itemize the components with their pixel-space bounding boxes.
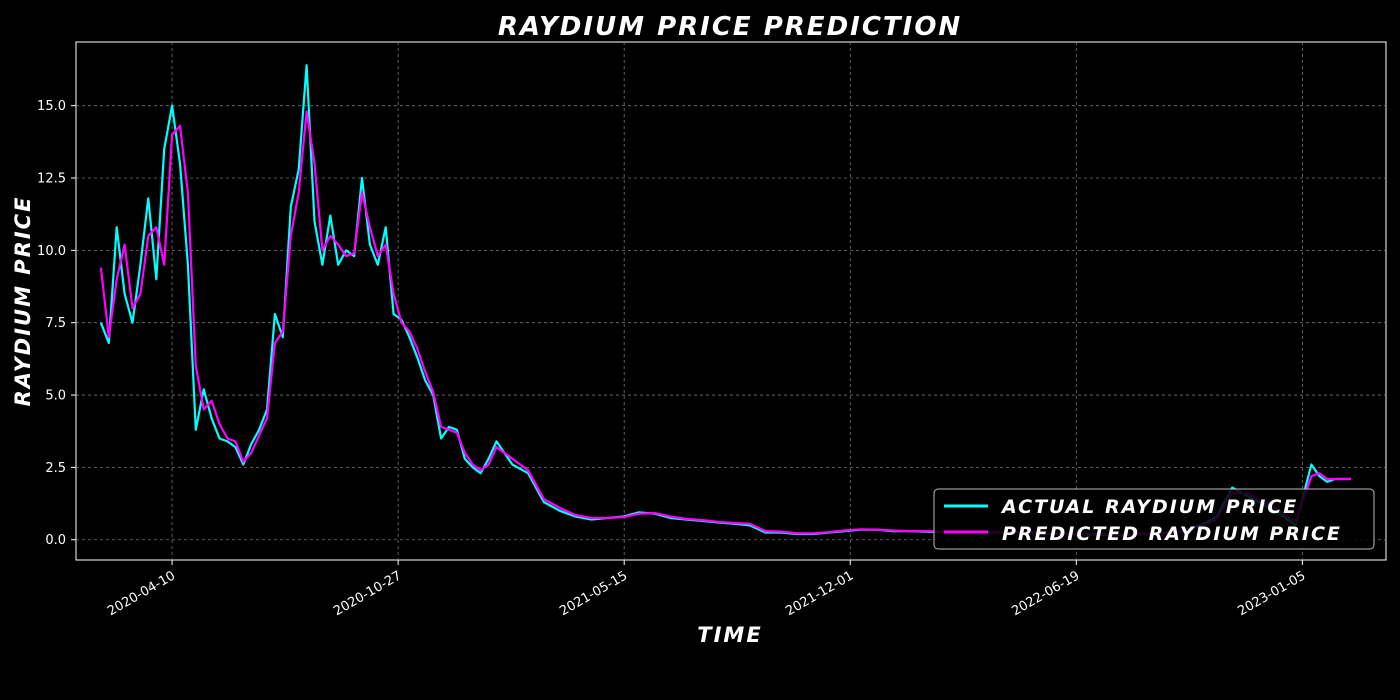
y-tick-label: 15.0 <box>37 99 66 114</box>
legend-label-actual: ACTUAL RAYDIUM PRICE <box>1000 496 1298 518</box>
x-axis-label: TIME <box>697 623 762 647</box>
y-tick-label: 7.5 <box>45 316 66 331</box>
plot-area <box>75 41 1387 561</box>
x-axis-ticks: 2020-04-10 2020-10-27 2021-05-15 2021-12-01… <box>105 560 1308 619</box>
y-axis-label: RAYDIUM PRICE <box>11 196 35 407</box>
y-tick-label: 5.0 <box>45 389 66 404</box>
legend-label-predicted: PREDICTED RAYDIUM PRICE <box>1002 523 1342 545</box>
x-tick-label: 2022-06-19 <box>1009 568 1082 619</box>
y-tick-label: 12.5 <box>37 172 66 187</box>
x-tick-label: 2020-04-10 <box>105 568 178 619</box>
x-tick-label: 2020-10-27 <box>331 568 404 619</box>
grid <box>76 42 1386 560</box>
y-tick-label: 0.0 <box>45 533 66 548</box>
y-tick-label: 2.5 <box>45 461 66 476</box>
y-tick-label: 10.0 <box>37 244 66 259</box>
legend: ACTUAL RAYDIUM PRICE PREDICTED RAYDIUM P… <box>933 488 1375 550</box>
legend-box <box>933 488 1375 550</box>
x-tick-label: 2023-01-05 <box>1235 568 1308 619</box>
x-tick-label: 2021-12-01 <box>783 568 856 619</box>
chart-title: RAYDIUM PRICE PREDICTION <box>498 12 962 42</box>
x-tick-label: 2021-05-15 <box>557 568 630 619</box>
y-axis-ticks: 0.0 2.5 5.0 7.5 10.0 12.5 15.0 <box>37 99 76 548</box>
